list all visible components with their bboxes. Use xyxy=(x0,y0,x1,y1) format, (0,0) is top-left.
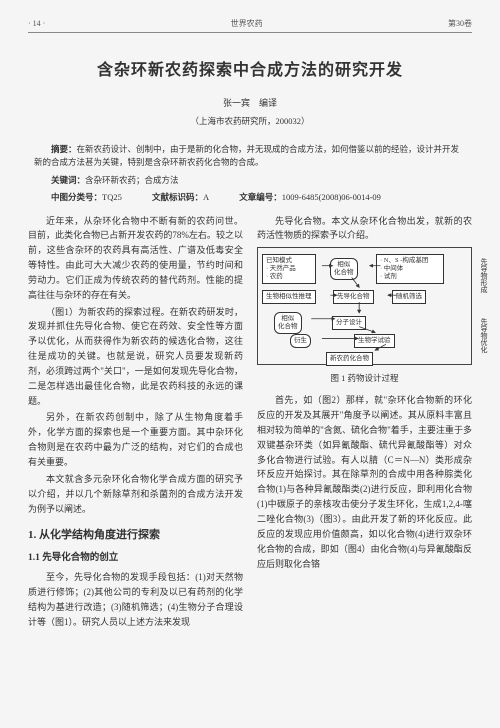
author-line: 张一宾 编译 xyxy=(28,97,472,111)
flow-node: · N、S -构成基团· 中间体· 试剂 xyxy=(376,254,444,283)
two-column-body: 近年来，从杂环化合物中不断有新的农药问世。目前，此类化合物已占新开发农药的78%… xyxy=(28,214,472,632)
article-id-value: 1009-6485(2008)06-0014-09 xyxy=(282,192,381,202)
doc-code-label: 文献标识码： xyxy=(152,192,203,202)
page-number-left: · 14 · xyxy=(28,18,45,30)
body-paragraph: 本文就含多元杂环化合物化学合成方面的研究予以介绍，并以几个新除草剂和杀菌剂的合成… xyxy=(28,472,243,517)
flow-node: 随机筛选 xyxy=(392,290,426,304)
right-column: 先导化合物。本文从杂环化合物出发，就新的农药活性物质的探索予以介绍。 已知模式·… xyxy=(257,214,472,632)
header-rule xyxy=(28,32,472,33)
clc-label: 中图分类号： xyxy=(51,192,102,202)
left-column: 近年来，从杂环化合物中不断有新的农药问世。目前，此类化合物已占新开发农药的78%… xyxy=(28,214,243,632)
body-paragraph: 至今，先导化合物的发现手段包括：(1)对天然物质进行修饰；(2)其他公司的专利及… xyxy=(28,570,243,629)
flow-node: 新农药化合物 xyxy=(326,352,373,366)
flow-node: 相似化合物 xyxy=(330,258,358,280)
affiliation: （上海市农药研究所，200032） xyxy=(28,115,472,128)
flow-node: 生物学试验 xyxy=(354,334,395,348)
page-header: · 14 · 世界农药 第30卷 xyxy=(28,18,472,30)
flow-node: 已知模式· 天然产品· 农药 xyxy=(262,254,316,283)
article-id-label: 文章编号： xyxy=(239,192,282,202)
body-paragraph: 另外，在新农药创制中，除了从生物角度着手外，化学方面的探索也是一个重要方面。其中… xyxy=(28,410,243,469)
section-heading-1-1: 1.1 先导化合物的创立 xyxy=(28,551,243,567)
flow-node: 分子设计 xyxy=(332,316,366,330)
meta-row: 中图分类号：TQ25 文献标识码：A 文章编号：1009-6485(2008)0… xyxy=(28,191,472,204)
flow-node: 相似化合物 xyxy=(274,312,302,334)
article-title: 含杂环新农药探索中合成方法的研究开发 xyxy=(28,59,472,83)
abstract: 摘要：在新农药设计、创制中，由于是新的化合物，并无现成的合成方法，如何借鉴以前的… xyxy=(28,143,472,169)
flow-node: 生物相似性推理 xyxy=(262,290,316,304)
side-label-top: 先导物形成 xyxy=(479,258,487,293)
flow-node: 衍生 xyxy=(290,334,311,348)
body-paragraph: 首先，如（图2）那样，就"杂环化合物新的环化反应的开发及其展开"角度予以阐述。其… xyxy=(257,393,472,571)
clc-value: TQ25 xyxy=(102,192,122,202)
doc-code-value: A xyxy=(203,192,209,202)
body-paragraph: 近年来，从杂环化合物中不断有新的农药问世。目前，此类化合物已占新开发农药的78%… xyxy=(28,214,243,303)
figure-1-flowchart: 已知模式· 天然产品· 农药 相似化合物 · N、S -构成基团· 中间体· 试… xyxy=(257,247,472,365)
volume: 第30卷 xyxy=(448,18,472,30)
body-paragraph: （图1）为新农药的探索过程。在新农药研发时，发现并抓住先导化合物、使它在药效、安… xyxy=(28,305,243,409)
journal-name: 世界农药 xyxy=(231,18,263,30)
section-heading-1: 1. 从化学结构角度进行探索 xyxy=(28,526,243,544)
body-paragraph: 先导化合物。本文从杂环化合物出发，就新的农药活性物质的探索予以介绍。 xyxy=(257,214,472,244)
abstract-text: 在新农药设计、创制中，由于是新的化合物，并无现成的合成方法，如何借鉴以前的经验，… xyxy=(34,144,459,167)
keywords-label: 关键词： xyxy=(51,175,85,185)
flow-node: 先导化合物 xyxy=(333,290,374,304)
abstract-label: 摘要： xyxy=(51,144,77,154)
keywords-text: 含杂环新农药；合成方法 xyxy=(85,175,179,185)
side-label-bottom: 先导物优化 xyxy=(479,318,487,353)
figure-1-caption: 图 1 药物设计过程 xyxy=(257,371,472,385)
keywords: 关键词：含杂环新农药；合成方法 xyxy=(28,174,472,187)
